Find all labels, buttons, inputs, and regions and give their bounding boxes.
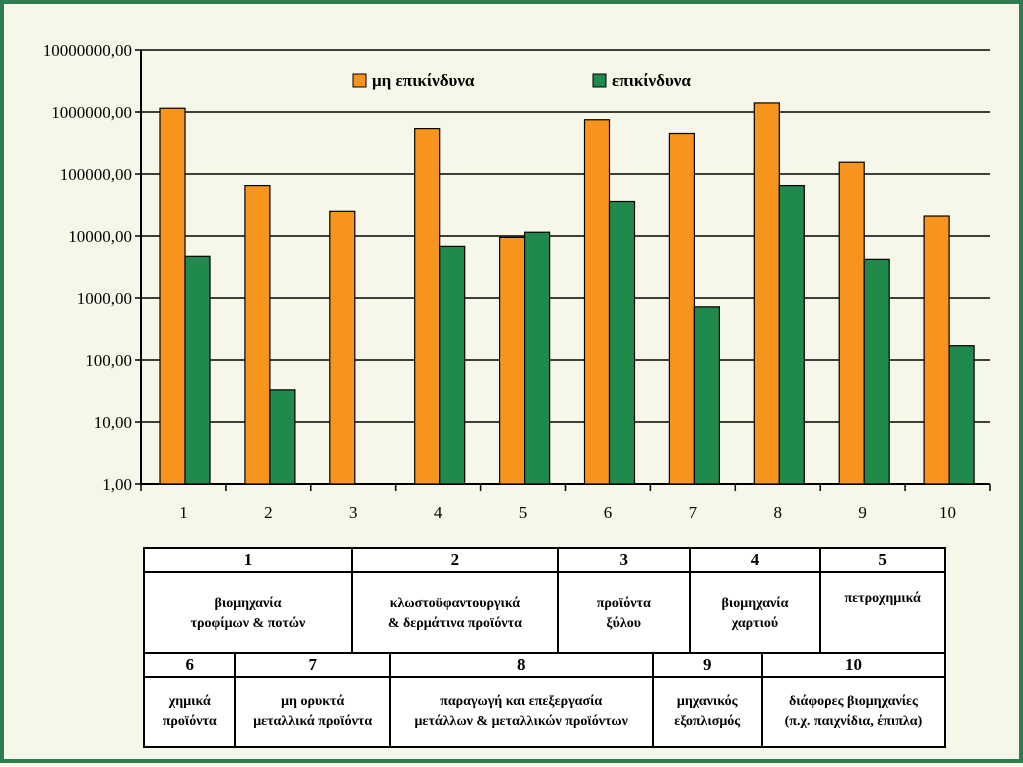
- desc-line: μηχανικός: [676, 694, 738, 709]
- bar-hazardous-6: [608, 200, 636, 485]
- desc-line: χαρτιού: [731, 616, 779, 631]
- table-top-num-1: 1: [143, 547, 353, 573]
- bar-hazardous-1: [184, 255, 211, 485]
- x-tick-label: 3: [349, 503, 358, 522]
- x-tick-label: 10: [939, 503, 956, 522]
- y-tick-label: 10,00: [94, 413, 132, 432]
- x-tick-label: 1: [179, 503, 188, 522]
- x-tick-label: 7: [689, 503, 698, 522]
- bar-hazardous-8: [778, 184, 805, 485]
- desc-line: μετάλλων & μεταλλικών προϊόντων: [414, 714, 628, 729]
- desc-line: βιομηχανία: [721, 596, 789, 611]
- desc-line: βιομηχανία: [214, 596, 282, 611]
- legend-swatch-hazardous: [592, 73, 607, 88]
- category-legend-table-bottom: 6 7 8 9 10 χημικά προϊόντα μη ορυκτά μεταλ…: [142, 652, 947, 748]
- y-tick-label: 1000,00: [77, 289, 132, 308]
- bar-non-hazardous-6: [583, 119, 611, 485]
- table-bottom-desc-10: διάφορες βιομηχανίες (π.χ. παιχνίδια, έπι…: [760, 676, 947, 748]
- x-tick-label: 5: [519, 503, 528, 522]
- table-top-desc-3: προϊόντα ξύλου: [556, 571, 691, 657]
- table-top-desc-1: βιομηχανία τροφίμων & ποτών: [143, 571, 353, 657]
- table-bottom-desc-6: χημικά προϊόντα: [142, 676, 237, 748]
- bar-hazardous-2: [269, 389, 296, 485]
- desc-line: ξύλου: [606, 616, 642, 631]
- bar-non-hazardous-3: [329, 210, 356, 485]
- desc-line: εξοπλισμός: [674, 714, 741, 729]
- table-top-num-5: 5: [819, 547, 946, 573]
- bar-hazardous-7: [693, 306, 721, 485]
- bar-non-hazardous-2: [244, 184, 271, 485]
- bar-chart: 1,00 10,00 100,00 1000,00 10000,00 100000,00 1…: [43, 41, 991, 522]
- table-bottom-num-7: 7: [234, 652, 391, 678]
- bar-non-hazardous-10: [923, 215, 950, 485]
- desc-line: & δερμάτινα προϊόντα: [387, 616, 522, 631]
- x-tick-label: 9: [858, 503, 867, 522]
- table-top-desc-4: βιομηχανία χαρτιού: [688, 571, 822, 657]
- table-top-num-3: 3: [556, 547, 691, 573]
- desc-line: χημικά: [168, 694, 211, 709]
- desc-line: μεταλλικά προϊόντα: [253, 714, 373, 729]
- x-tick-label: 8: [774, 503, 783, 522]
- table-top-num-4: 4: [688, 547, 822, 573]
- desc-line: διάφορες βιομηχανίες: [788, 694, 918, 709]
- table-bottom-desc-9: μηχανικός εξοπλισμός: [651, 676, 763, 748]
- bar-hazardous-9: [863, 258, 890, 485]
- bar-hazardous-10: [948, 345, 975, 485]
- table-bottom-desc-8: παραγωγή και επεξεργασία μετάλλων & μεταλ…: [388, 676, 654, 748]
- table-bottom-num-8: 8: [388, 652, 654, 678]
- bar-non-hazardous-9: [838, 161, 865, 485]
- y-tick-label: 100,00: [85, 351, 132, 370]
- legend-swatch-non-hazardous: [352, 73, 367, 88]
- bar-non-hazardous-8: [753, 102, 780, 485]
- bar-non-hazardous-1: [159, 107, 186, 485]
- bar-non-hazardous-5: [499, 236, 526, 485]
- table-bottom-desc-7: μη ορυκτά μεταλλικά προϊόντα: [234, 676, 391, 748]
- table-bottom-num-10: 10: [760, 652, 947, 678]
- bar-hazardous-5: [523, 231, 551, 485]
- bar-non-hazardous-4: [414, 127, 441, 485]
- desc-line: πετροχημικά: [844, 591, 921, 606]
- table-bottom-num-9: 9: [651, 652, 763, 678]
- desc-line: προϊόντα: [162, 714, 217, 729]
- x-tick-label: 4: [434, 503, 443, 522]
- y-tick-label: 10000000,00: [43, 41, 132, 60]
- desc-line: μη ορυκτά: [281, 694, 345, 709]
- bar-non-hazardous-7: [668, 132, 696, 485]
- desc-line: (π.χ. παιχνίδια, έπιπλα): [784, 714, 923, 729]
- category-legend-table-top: 1 2 3 4 5 βιομηχανία τροφίμων & ποτών κλω…: [143, 547, 946, 657]
- y-tick-label: 10000,00: [68, 227, 132, 246]
- table-top-desc-2: κλωστοϋφαντουργικά & δερμάτινα προϊόντα: [350, 571, 559, 657]
- y-tick-label: 100000,00: [60, 165, 132, 184]
- desc-line: τροφίμων & ποτών: [190, 616, 306, 631]
- x-tick-label: 6: [604, 503, 613, 522]
- desc-line: παραγωγή και επεξεργασία: [440, 694, 603, 709]
- desc-line: κλωστοϋφαντουργικά: [389, 596, 521, 611]
- desc-line: προϊόντα: [596, 596, 651, 611]
- table-bottom-num-6: 6: [142, 652, 237, 678]
- legend-label-non-hazardous: μη επικίνδυνα: [372, 71, 475, 90]
- legend-label-hazardous: επικίνδυνα: [612, 71, 691, 90]
- y-tick-label: 1000000,00: [51, 103, 132, 122]
- y-tick-label: 1,00: [102, 475, 132, 494]
- table-top-num-2: 2: [350, 547, 559, 573]
- bar-hazardous-4: [439, 245, 466, 485]
- table-top-desc-5: πετροχημικά: [819, 571, 946, 657]
- x-tick-label: 2: [264, 503, 273, 522]
